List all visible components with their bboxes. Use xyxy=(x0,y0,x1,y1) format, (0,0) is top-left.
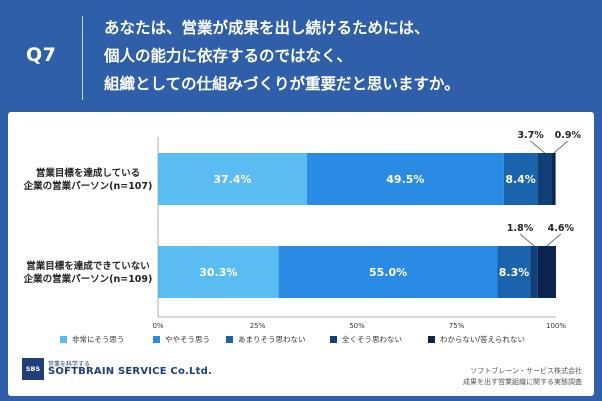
data-label: 8.4% xyxy=(505,173,536,186)
leader-line xyxy=(546,233,562,247)
stacked-bar-chart: 0% 25% 50% 75% 100%営業目標を達成している企業の営業パーソン(n=10… xyxy=(23,130,582,344)
x-tick-label: 100% xyxy=(546,322,566,330)
bar-segment xyxy=(530,246,538,298)
legend-swatch xyxy=(60,336,67,343)
data-label: 8.3% xyxy=(499,266,530,279)
question-line-1: あなたは、営業が成果を出し続けるためには、 xyxy=(104,19,430,37)
leader-line xyxy=(553,140,569,154)
question-header: Q7 あなたは、営業が成果を出し続けるためには、 個人の能力に依存するのではなく… xyxy=(0,0,602,112)
bar-segment xyxy=(537,153,553,205)
bar-segment xyxy=(306,153,504,205)
x-tick-label: 50% xyxy=(349,322,365,330)
category-label: 企業の営業パーソン(n=107) xyxy=(23,180,153,192)
question-line-3: 組織としての仕組みづくりが重要だと思いますか。 xyxy=(104,75,460,93)
logo-company-name: SOFTBRAIN SERVICE Co.Ltd. xyxy=(48,366,212,377)
x-tick-label: 75% xyxy=(449,322,465,330)
data-label: 55.0% xyxy=(369,266,407,279)
chart-card: 0% 25% 50% 75% 100% 営業目標を達成している 企業の営業パーソン(n=10… xyxy=(8,112,594,396)
data-label-outside: 1.8% xyxy=(507,223,534,234)
category-label: 営業目標を達成している xyxy=(36,167,140,179)
question-line-2: 個人の能力に依存するのではなく、 xyxy=(104,47,353,65)
data-label: 37.4% xyxy=(213,173,251,186)
legend-label: あまりそう思わない xyxy=(238,335,306,344)
bar-segment xyxy=(552,153,556,205)
data-label: 49.5% xyxy=(386,173,424,186)
leader-line xyxy=(530,140,545,154)
data-label-outside: 0.9% xyxy=(555,130,582,141)
source-note: ソフトブレーン・サービス株式会社 成果を出す営業組織に関する実態調査 xyxy=(463,366,582,388)
legend-label: ややそう思う xyxy=(165,335,210,344)
x-tick-label: 0% xyxy=(152,322,163,330)
category-label: 営業目標を達成できていない xyxy=(26,260,150,272)
legend-label: 非常にそう思う xyxy=(72,334,124,344)
legend-label: わからない/答えられない xyxy=(440,334,525,344)
question-number: Q7 xyxy=(26,44,57,66)
data-label-outside: 3.7% xyxy=(517,130,544,141)
bar-segment xyxy=(537,246,556,298)
legend-swatch xyxy=(153,336,160,343)
bar-segment xyxy=(158,153,307,205)
question-text: あなたは、営業が成果を出し続けるためには、 個人の能力に依存するのではなく、 組… xyxy=(104,14,460,98)
data-label: 30.3% xyxy=(199,266,237,279)
company-logo: SBS 営業を科学する SOFTBRAIN SERVICE Co.Ltd. xyxy=(22,356,212,386)
x-tick-label: 25% xyxy=(250,322,266,330)
data-label-outside: 4.6% xyxy=(548,223,575,234)
legend-swatch xyxy=(428,336,435,343)
category-label: 企業の営業パーソン(n=109) xyxy=(23,273,153,285)
header-divider xyxy=(82,16,83,100)
bar-segment xyxy=(278,246,498,298)
source-survey: 成果を出す営業組織に関する実態調査 xyxy=(463,378,582,386)
logo-mark: SBS xyxy=(22,358,44,380)
leader-line xyxy=(519,233,535,247)
bar-segment xyxy=(158,246,279,298)
logo-tagline: 営業を科学する xyxy=(48,361,91,368)
legend-swatch xyxy=(226,336,233,343)
bar-segment xyxy=(503,153,538,205)
bar-segment xyxy=(497,246,531,298)
legend-label: 全くそう思わない xyxy=(342,334,402,344)
source-company: ソフトブレーン・サービス株式会社 xyxy=(470,367,582,375)
legend-swatch xyxy=(330,336,337,343)
